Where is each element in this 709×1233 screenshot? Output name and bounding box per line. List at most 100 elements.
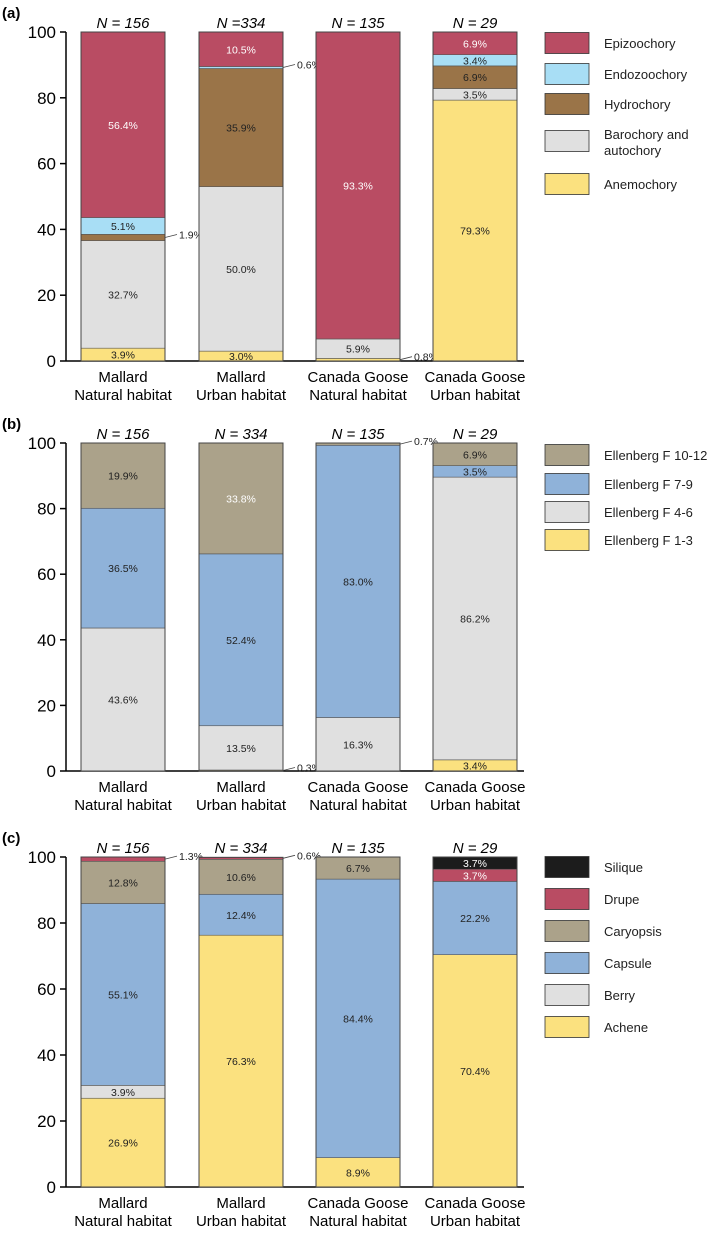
category-label-habitat: Urban habitat [196, 387, 287, 404]
bar-value-label: 13.5% [226, 743, 256, 755]
bar-value-label: 6.9% [463, 38, 487, 50]
y-tick-label: 80 [37, 914, 56, 933]
legend-label: Ellenberg F 1-3 [604, 533, 693, 548]
bar-value-label: 50.0% [226, 264, 256, 276]
bar-value-label: 3.5% [463, 89, 487, 101]
bar-value-label: 55.1% [108, 989, 138, 1001]
label-leader [282, 64, 296, 68]
legend-swatch [544, 1016, 590, 1038]
legend-label: Ellenberg F 4-6 [604, 505, 693, 520]
bar-value-label: 3.4% [463, 760, 487, 772]
category-label-species: Canada Goose [308, 1195, 409, 1212]
bar-outline [198, 31, 284, 362]
bar-value-label: 3.0% [229, 351, 253, 363]
legend-swatch [544, 920, 590, 942]
y-tick-label: 20 [37, 696, 56, 715]
bar-segment [432, 954, 518, 1188]
bar-value-label: 3.7% [463, 870, 487, 882]
category-label-species: Mallard [98, 369, 147, 386]
category-label-habitat: Natural habitat [74, 1213, 172, 1230]
bar-value-label: 56.4% [108, 120, 138, 132]
n-label: N = 135 [332, 15, 386, 32]
category-label-species: Canada Goose [308, 369, 409, 386]
bar-value-label: 10.6% [226, 872, 256, 884]
legend-swatch [544, 173, 590, 195]
bar-segment [198, 725, 284, 771]
y-tick-label: 100 [28, 23, 56, 42]
bar-value-label: 0.6% [297, 60, 321, 72]
panel-c: (c) 0 20 40 60 80 100 26.9% 3.9% 55.1% 12.8% 1.3% N … [2, 830, 662, 1230]
legend-swatch [544, 888, 590, 910]
bar-segment [80, 856, 166, 862]
y-tick-label: 40 [37, 631, 56, 650]
bar-segment [80, 507, 166, 629]
bar-value-label: 3.5% [463, 466, 487, 478]
bar-outline [198, 442, 284, 772]
y-tick-label: 40 [37, 220, 56, 239]
bar-value-label: 0.6% [297, 850, 321, 862]
legend-swatch [544, 63, 590, 85]
legend-swatch [544, 984, 590, 1006]
legend-swatch [544, 444, 590, 466]
bar-outline [432, 442, 518, 772]
panel-label: (b) [2, 416, 21, 433]
bar-value-label: 79.3% [460, 226, 490, 238]
bar-segment [198, 68, 284, 187]
bar-value-label: 33.8% [226, 493, 256, 505]
category-label-species: Canada Goose [425, 779, 526, 796]
bar-value-label: 3.9% [111, 350, 135, 362]
legend-swatch [544, 130, 590, 152]
bar-value-label: 8.9% [346, 1167, 370, 1179]
bar-segment [315, 878, 401, 1158]
y-tick-label: 100 [28, 434, 56, 453]
bar-segment [80, 903, 166, 1086]
y-tick-label: 20 [37, 286, 56, 305]
y-tick-label: 0 [47, 352, 56, 371]
bar-segment [315, 717, 401, 772]
bar-value-label: 0.7% [414, 436, 438, 448]
legend-label: Endozoochory [604, 67, 688, 82]
n-label: N = 156 [97, 15, 151, 32]
legend-swatch [544, 32, 590, 54]
y-tick-label: 0 [47, 762, 56, 781]
n-label: N = 135 [332, 426, 386, 443]
legend-swatch [544, 952, 590, 974]
legend-label: Silique [604, 860, 643, 875]
label-leader [164, 234, 178, 238]
bar-value-label: 6.9% [463, 449, 487, 461]
bar-value-label: 16.3% [343, 739, 373, 751]
y-tick-label: 60 [37, 155, 56, 174]
bar-value-label: 0.8% [414, 352, 438, 364]
legend-label: Epizoochory [604, 36, 676, 51]
legend-label: Ellenberg F 10-12 [604, 448, 707, 463]
bar-segment [198, 893, 284, 936]
bar-value-label: 12.8% [108, 877, 138, 889]
legend-label: Caryopsis [604, 924, 662, 939]
n-label: N = 156 [97, 840, 151, 857]
bar-value-label: 43.6% [108, 694, 138, 706]
bar-outline [315, 856, 401, 1188]
bar-segment [432, 476, 518, 761]
bar-outline [80, 31, 166, 362]
bar-value-label: 93.3% [343, 180, 373, 192]
y-tick-label: 60 [37, 565, 56, 584]
bar-value-label: 76.3% [226, 1056, 256, 1068]
y-tick-label: 80 [37, 89, 56, 108]
bar-value-label: 6.9% [463, 72, 487, 84]
bar-value-label: 36.5% [108, 563, 138, 575]
label-leader [399, 356, 413, 361]
bar-value-label: 5.1% [111, 221, 135, 233]
legend-label: Ellenberg F 7-9 [604, 477, 693, 492]
bar-outline [80, 442, 166, 772]
legend-label: Barochory and [604, 127, 689, 142]
bar-value-label: 1.3% [179, 851, 203, 863]
bar-outline [432, 856, 518, 1188]
legend-swatch [544, 856, 590, 878]
bar-value-label: 70.4% [460, 1066, 490, 1078]
category-label-habitat: Natural habitat [309, 797, 407, 814]
label-leader [164, 855, 178, 860]
legend-label: Berry [604, 988, 636, 1003]
bar-value-label: 83.0% [343, 576, 373, 588]
bar-value-label: 32.7% [108, 289, 138, 301]
